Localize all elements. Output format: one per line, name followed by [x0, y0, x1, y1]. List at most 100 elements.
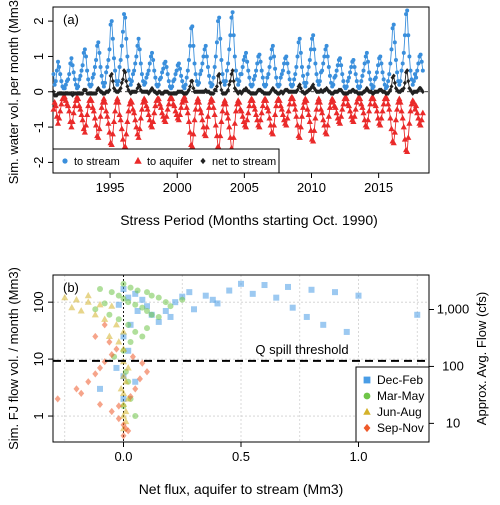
data-point: [118, 85, 123, 91]
data-point: [350, 118, 357, 125]
data-point: [223, 91, 228, 96]
data-point: [122, 377, 130, 385]
data-point: [120, 77, 125, 82]
data-point: [91, 114, 99, 121]
data-point: [231, 33, 236, 38]
data-point: [144, 106, 151, 112]
data-point: [217, 15, 222, 20]
data-point: [96, 85, 101, 91]
data-point: [176, 111, 184, 117]
data-point: [269, 130, 276, 137]
data-point: [400, 123, 407, 130]
data-point: [186, 129, 194, 135]
data-point: [228, 33, 233, 38]
data-point: [285, 283, 291, 290]
data-point: [418, 116, 425, 123]
data-point: [271, 54, 276, 59]
data-point: [139, 296, 146, 303]
panel-a-legend: to stream to aquifer net to stream: [52, 148, 280, 174]
data-point: [251, 106, 259, 112]
data-point: [339, 63, 344, 68]
legend-swatch: [363, 407, 371, 415]
data-point: [106, 57, 111, 62]
data-point: [191, 116, 198, 123]
data-point: [186, 87, 191, 93]
data-point: [185, 89, 190, 95]
data-point: [378, 54, 383, 59]
data-point: [180, 79, 185, 84]
data-point: [89, 104, 96, 110]
data-point: [65, 102, 72, 109]
data-point: [307, 57, 312, 62]
data-point: [114, 95, 121, 102]
data-point: [98, 104, 105, 110]
data-point: [202, 132, 209, 139]
data-point: [213, 54, 218, 59]
data-point: [385, 84, 390, 89]
data-point: [223, 79, 228, 84]
data-point: [413, 102, 420, 109]
data-point: [286, 100, 293, 107]
data-point: [250, 102, 257, 109]
data-point: [69, 91, 74, 96]
data-point: [236, 91, 241, 96]
data-point: [387, 89, 392, 95]
data-point: [144, 368, 150, 376]
data-point: [370, 95, 377, 102]
data-point: [174, 68, 179, 73]
data-point: [169, 95, 176, 102]
data-point: [316, 82, 321, 87]
data-point: [97, 286, 103, 293]
data-point: [128, 91, 133, 96]
data-point: [359, 79, 364, 84]
data-point: [146, 68, 151, 73]
data-point: [112, 320, 120, 328]
data-point: [310, 84, 315, 89]
series-net-to-stream: [51, 68, 425, 98]
data-point: [376, 89, 381, 95]
data-point: [129, 353, 136, 361]
data-point: [101, 321, 108, 329]
data-point: [176, 61, 181, 66]
data-point: [204, 54, 209, 59]
data-point: [394, 106, 401, 112]
data-point: [259, 68, 264, 73]
data-point: [278, 106, 285, 112]
legend-label: Mar-May: [377, 389, 424, 403]
data-point: [277, 102, 284, 109]
data-point: [211, 111, 218, 117]
data-point: [89, 82, 94, 87]
data-point: [136, 375, 143, 383]
data-point: [105, 120, 112, 126]
legend-label: net to stream: [212, 156, 276, 168]
data-point: [285, 61, 290, 66]
panel-a: 1995 2000 2005 2010 2015 -2 -1 0 1 2 (a) Stress …: [6, 0, 430, 228]
data-point: [335, 63, 340, 68]
data-point: [327, 73, 332, 78]
data-point: [363, 54, 368, 59]
series-to-aquifer: [50, 93, 426, 155]
data-point: [231, 78, 236, 84]
data-point: [132, 385, 139, 393]
data-point: [164, 106, 171, 112]
data-point: [372, 102, 379, 109]
data-point: [108, 22, 113, 27]
data-point: [320, 321, 327, 328]
data-point: [127, 284, 134, 291]
legend-swatch: [134, 156, 142, 164]
data-point: [136, 82, 141, 88]
data-point: [71, 102, 78, 109]
data-point: [218, 118, 225, 125]
data-point: [242, 123, 250, 130]
data-point: [119, 345, 128, 352]
data-point: [325, 113, 332, 119]
data-point: [128, 99, 135, 105]
data-point: [109, 71, 114, 77]
data-point: [227, 47, 232, 52]
data-point: [224, 68, 229, 73]
data-point: [173, 72, 178, 77]
data-point: [110, 118, 118, 125]
data-point: [406, 120, 413, 126]
data-point: [179, 73, 184, 78]
data-point: [192, 61, 197, 66]
